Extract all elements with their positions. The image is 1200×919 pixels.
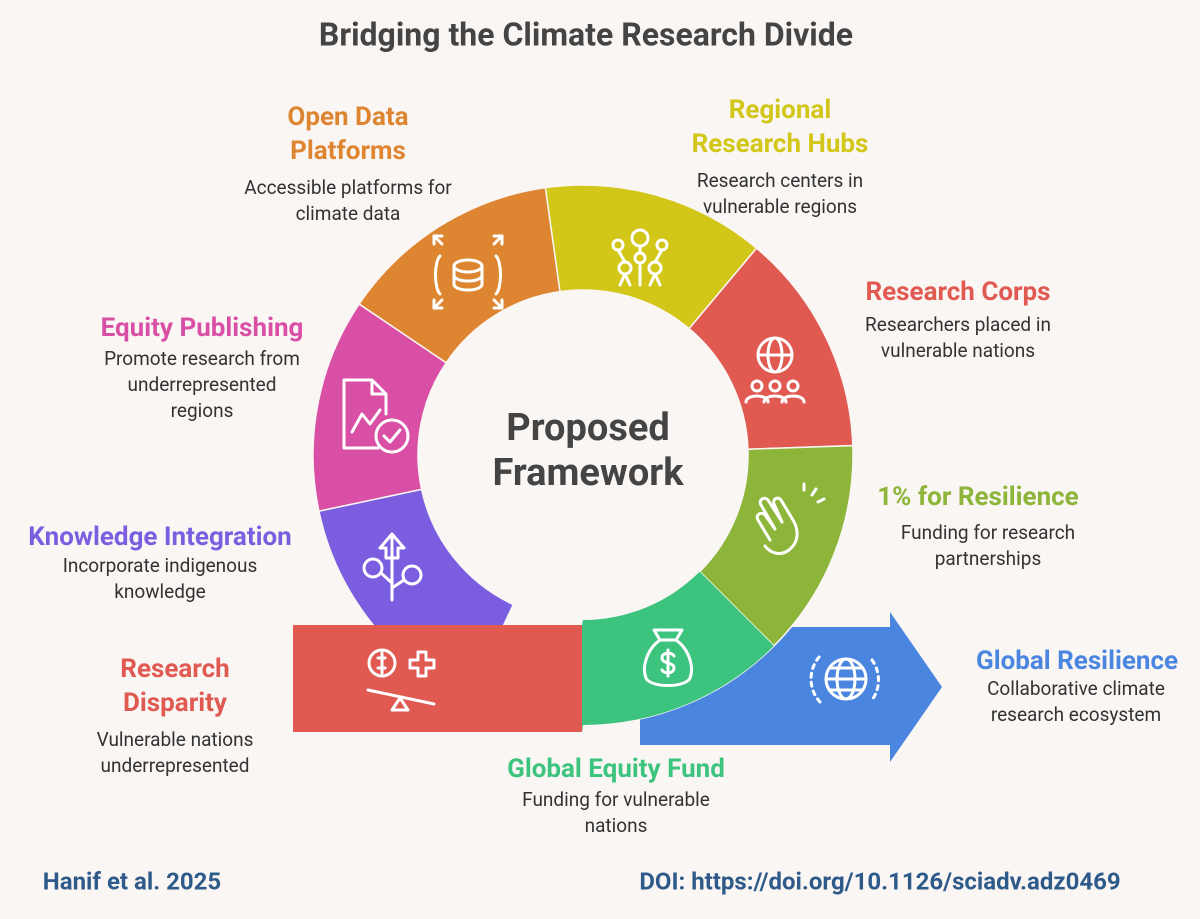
start-bar bbox=[293, 625, 582, 732]
stage-description: climate data bbox=[296, 202, 401, 225]
stage-title: Open Data bbox=[287, 102, 408, 132]
stage-title: Global Equity Fund bbox=[507, 754, 725, 784]
stage-title: Global Resilience bbox=[976, 646, 1178, 676]
icons bbox=[342, 228, 880, 712]
icon-scale bbox=[366, 648, 436, 712]
stage-title: Research bbox=[120, 654, 229, 684]
icon-globe-cycle bbox=[809, 654, 880, 704]
stage-description: Accessible platforms for bbox=[244, 176, 452, 199]
center-label: Framework bbox=[492, 451, 684, 495]
icon-database bbox=[432, 234, 504, 310]
stage-title: Knowledge Integration bbox=[28, 522, 292, 552]
stage-description: nations bbox=[585, 814, 648, 837]
stage-title: Disparity bbox=[123, 688, 228, 718]
stage-description: Researchers placed in bbox=[865, 313, 1051, 336]
stage-description: vulnerable nations bbox=[881, 339, 1035, 362]
center-label: Proposed bbox=[506, 406, 670, 450]
framework-shapes bbox=[293, 184, 942, 762]
stage-title: Research Hubs bbox=[692, 129, 869, 159]
title: Bridging the Climate Research Divide bbox=[319, 15, 853, 53]
stage-description: underrepresented bbox=[128, 373, 277, 396]
stage-description: vulnerable regions bbox=[703, 195, 857, 218]
icon-hands bbox=[755, 482, 826, 555]
stage-description: Incorporate indigenous bbox=[63, 554, 258, 577]
doi: DOI: https://doi.org/10.1126/sciadv.adz0… bbox=[639, 867, 1120, 895]
icon-money-bag bbox=[643, 628, 693, 687]
ring-segment-base bbox=[582, 571, 774, 732]
stage-title: Equity Publishing bbox=[101, 313, 304, 343]
stage-description: Promote research from bbox=[104, 347, 300, 370]
stage-description: partnerships bbox=[935, 547, 1042, 570]
citation: Hanif et al. 2025 bbox=[43, 867, 221, 895]
stage-description: Collaborative climate bbox=[987, 677, 1165, 700]
icon-globe-people bbox=[744, 336, 806, 404]
stage-description: Funding for research bbox=[901, 521, 1075, 544]
stage-title: Research Corps bbox=[865, 277, 1050, 307]
stage-description: underrepresented bbox=[101, 754, 250, 777]
stage-description: knowledge bbox=[114, 580, 205, 603]
stage-title: 1% for Resilience bbox=[877, 482, 1078, 512]
stage-description: Vulnerable nations bbox=[97, 728, 254, 751]
stage-description: Funding for vulnerable bbox=[522, 788, 710, 811]
stage-description: research ecosystem bbox=[991, 703, 1161, 726]
stage-description: regions bbox=[171, 399, 234, 422]
icon-document bbox=[342, 378, 410, 454]
stage-title: Regional bbox=[729, 95, 831, 125]
icon-atom bbox=[611, 228, 669, 287]
labels: Research Disparity Vulnerable nations under… bbox=[28, 95, 1178, 837]
icon-plant bbox=[362, 532, 423, 602]
stage-title: Platforms bbox=[290, 136, 406, 166]
stage-description: Research centers in bbox=[697, 169, 863, 192]
